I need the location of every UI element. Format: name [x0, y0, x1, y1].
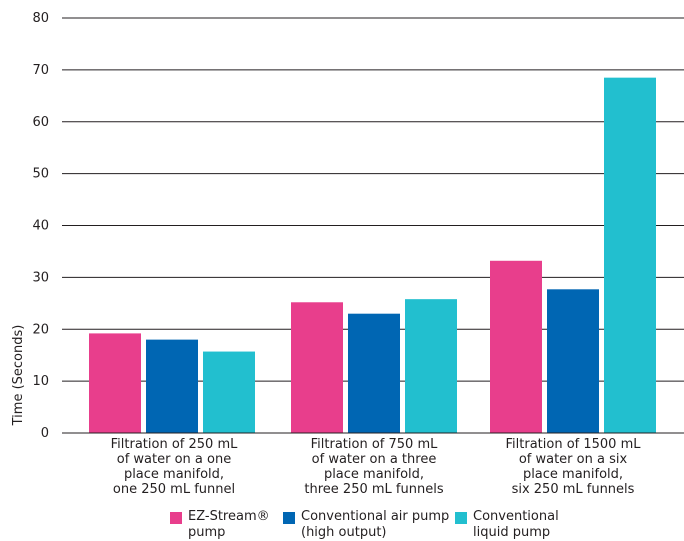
category-label-line: of water on a six: [519, 452, 628, 467]
category-label: Filtration of 750 mL of water on a three p…: [304, 437, 443, 497]
legend-item: EZ-Stream® pump: [170, 509, 270, 541]
bar: [547, 289, 599, 433]
category-label: Filtration of 250 mL of water on a one pla…: [111, 437, 238, 497]
grid-lines: [62, 17, 684, 382]
category-label-line: place manifold,: [523, 467, 623, 482]
legend-item: Conventional liquid pump: [455, 509, 559, 541]
y-tick-label: 80: [32, 11, 49, 26]
category-labels: Filtration of 250 mL of water on a one pla…: [111, 437, 642, 497]
legend-swatch: [283, 512, 295, 524]
bar: [89, 333, 141, 433]
category-label-line: of water on a three: [312, 452, 437, 467]
bar: [490, 260, 542, 433]
category-label-line: one 250 mL funnel: [113, 482, 235, 497]
y-tick-label: 70: [32, 63, 49, 78]
category-label-line: place manifold,: [324, 467, 424, 482]
category-label-line: place manifold,: [124, 467, 224, 482]
category-label-line: Filtration of 250 mL: [111, 437, 238, 452]
bars: [89, 77, 656, 433]
legend: EZ-Stream® pump Conventional air pump (high…: [0, 509, 684, 541]
category-label-line: Filtration of 1500 mL: [506, 437, 642, 452]
legend-label-line: Conventional: [473, 509, 559, 524]
legend-label-line: Conventional air pump: [301, 509, 450, 524]
bar: [604, 77, 656, 433]
y-tick-label: 50: [32, 167, 49, 182]
y-tick-label: 0: [41, 426, 49, 441]
bar-chart: 0 10 20 30 40 50 60 70 80 Time (Seconds) Filtrat…: [11, 11, 684, 497]
legend-item: Conventional air pump (high output): [283, 509, 449, 541]
category-label-line: of water on a one: [117, 452, 231, 467]
bar: [146, 339, 198, 433]
category-label-line: three 250 mL funnels: [304, 482, 443, 497]
category-label-line: Filtration of 750 mL: [311, 437, 438, 452]
bar: [348, 313, 400, 433]
y-tick-label: 40: [32, 219, 49, 234]
legend-label-line: EZ-Stream®: [188, 509, 270, 524]
legend-label: Conventional air pump (high output): [301, 509, 449, 541]
legend-label-line: pump: [188, 525, 226, 540]
y-tick-label: 10: [32, 374, 49, 389]
category-label: Filtration of 1500 mL of water on a six pl…: [506, 437, 642, 497]
legend-label: Conventional liquid pump: [473, 509, 559, 541]
bar: [291, 302, 343, 433]
legend-label: EZ-Stream® pump: [188, 509, 270, 541]
bar: [203, 351, 255, 433]
legend-swatch: [455, 512, 467, 524]
y-tick-label: 20: [32, 322, 49, 337]
y-axis-label: Time (Seconds): [11, 325, 26, 427]
legend-label-line: (high output): [301, 525, 387, 540]
y-axis-ticks: 0 10 20 30 40 50 60 70 80: [32, 11, 49, 441]
y-tick-label: 60: [32, 115, 49, 130]
bar: [405, 299, 457, 433]
y-tick-label: 30: [32, 270, 49, 285]
legend-swatch: [170, 512, 182, 524]
legend-label-line: liquid pump: [473, 525, 551, 540]
category-label-line: six 250 mL funnels: [512, 482, 635, 497]
